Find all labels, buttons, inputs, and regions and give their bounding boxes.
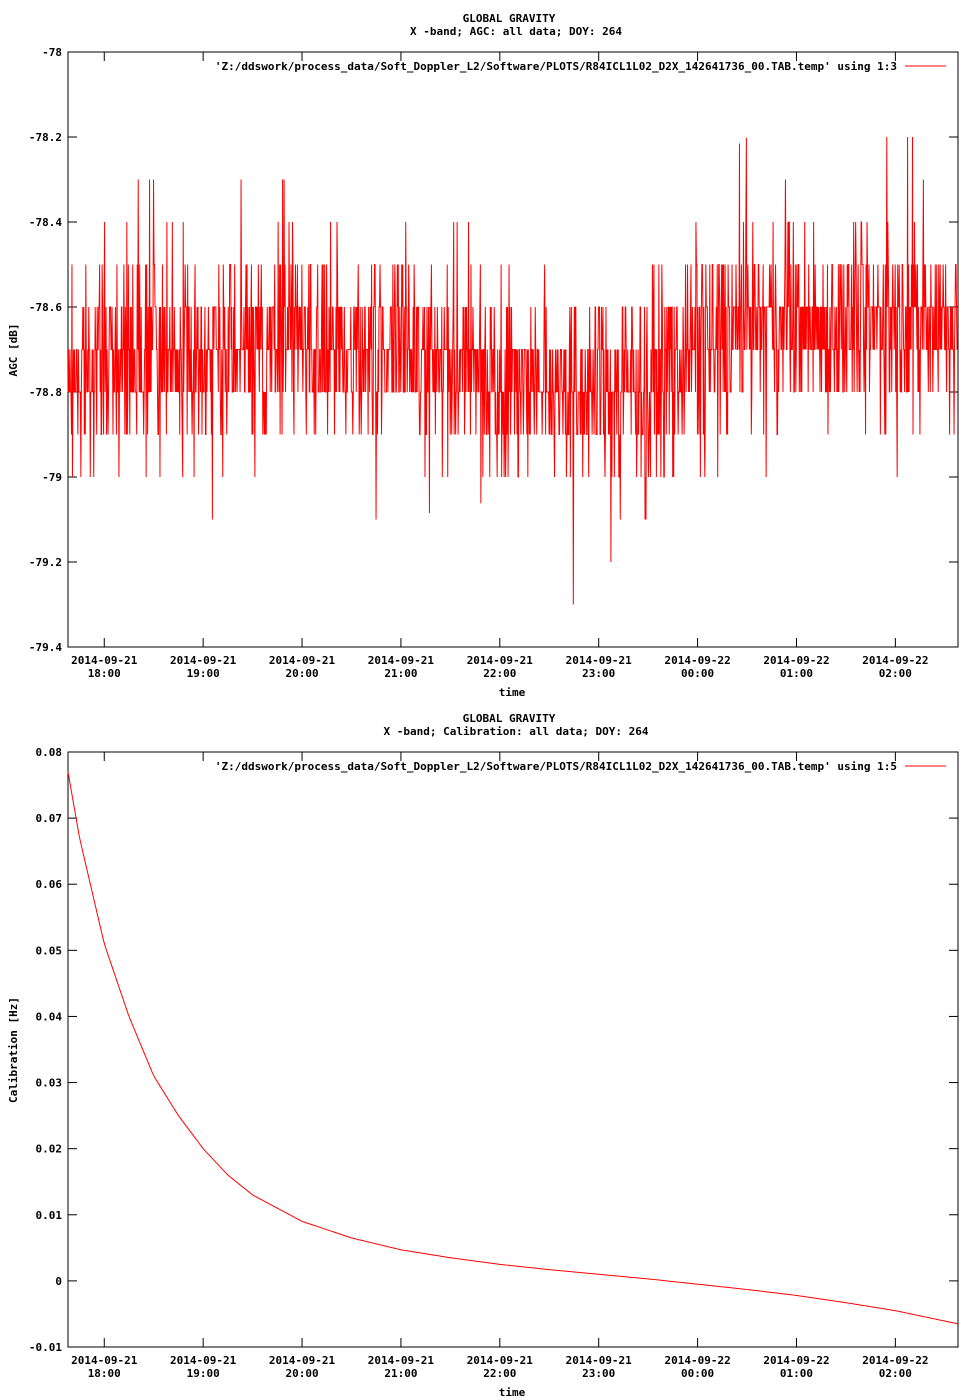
legend-label: 'Z:/ddswork/process_data/Soft_Doppler_L2… bbox=[215, 60, 897, 73]
x-ticks: 2014-09-2118:002014-09-2119:002014-09-21… bbox=[71, 752, 928, 1380]
x-tick-label-time: 02:00 bbox=[879, 667, 912, 680]
y-tick-label: 0 bbox=[55, 1275, 62, 1288]
y-ticks: -78 -78.2 -78.4 -78.6 -78.8 -79 -79.2 -79.4 bbox=[29, 46, 958, 654]
y-axis-label: Calibration [Hz] bbox=[7, 997, 20, 1103]
y-tick-label: -79.2 bbox=[29, 556, 62, 569]
x-tick-label-time: 21:00 bbox=[384, 1367, 417, 1380]
x-tick-label-date: 2014-09-21 bbox=[170, 654, 237, 667]
x-tick-label-date: 2014-09-22 bbox=[664, 1354, 730, 1367]
x-tick-label-time: 23:00 bbox=[582, 667, 615, 680]
chart-calibration: GLOBAL GRAVITY X -band; Calibration: all… bbox=[7, 712, 959, 1399]
x-tick-label-time: 20:00 bbox=[285, 1367, 318, 1380]
x-tick-label-time: 18:00 bbox=[88, 1367, 121, 1380]
x-tick-label-time: 19:00 bbox=[187, 1367, 220, 1380]
y-tick-label: 0.01 bbox=[36, 1209, 63, 1222]
y-tick-label: 0.06 bbox=[36, 878, 63, 891]
y-tick-label: -79 bbox=[42, 471, 62, 484]
x-tick-label-date: 2014-09-21 bbox=[71, 654, 138, 667]
y-tick-label: -78.2 bbox=[29, 131, 62, 144]
x-tick-label-time: 19:00 bbox=[187, 667, 220, 680]
x-tick-label-date: 2014-09-22 bbox=[664, 654, 730, 667]
x-tick-label-date: 2014-09-21 bbox=[368, 654, 435, 667]
x-tick-label-date: 2014-09-22 bbox=[763, 1354, 829, 1367]
x-tick-label-date: 2014-09-21 bbox=[566, 1354, 633, 1367]
chart-subtitle: X -band; Calibration: all data; DOY: 264 bbox=[384, 725, 649, 738]
x-tick-label-time: 21:00 bbox=[384, 667, 417, 680]
y-tick-label: 0.02 bbox=[36, 1143, 63, 1156]
x-tick-label-date: 2014-09-22 bbox=[862, 654, 928, 667]
x-tick-label-date: 2014-09-21 bbox=[269, 654, 336, 667]
legend: 'Z:/ddswork/process_data/Soft_Doppler_L2… bbox=[215, 60, 946, 73]
x-tick-label-time: 22:00 bbox=[483, 667, 516, 680]
chart-agc: GLOBAL GRAVITY X -band; AGC: all data; D… bbox=[7, 12, 959, 699]
x-tick-label-time: 02:00 bbox=[879, 1367, 912, 1380]
x-tick-label-time: 20:00 bbox=[285, 667, 318, 680]
y-tick-label: -79.4 bbox=[29, 641, 62, 654]
x-tick-label-time: 01:00 bbox=[780, 1367, 813, 1380]
series-line bbox=[67, 136, 958, 605]
y-tick-label: -78.8 bbox=[29, 386, 62, 399]
x-tick-label-time: 00:00 bbox=[681, 667, 714, 680]
y-tick-label: -0.01 bbox=[29, 1341, 62, 1354]
x-tick-label-date: 2014-09-21 bbox=[170, 1354, 237, 1367]
x-axis-label: time bbox=[499, 1386, 526, 1399]
y-tick-label: -78.6 bbox=[29, 301, 62, 314]
x-ticks: 2014-09-2118:002014-09-2119:002014-09-21… bbox=[71, 52, 928, 680]
x-tick-label-date: 2014-09-21 bbox=[566, 654, 633, 667]
y-tick-label: 0.04 bbox=[36, 1010, 63, 1023]
x-tick-label-date: 2014-09-22 bbox=[862, 1354, 928, 1367]
legend: 'Z:/ddswork/process_data/Soft_Doppler_L2… bbox=[215, 760, 946, 773]
x-tick-label-time: 23:00 bbox=[582, 1367, 615, 1380]
series-line bbox=[67, 771, 959, 1325]
y-tick-label: -78 bbox=[42, 46, 62, 59]
x-axis-label: time bbox=[499, 686, 526, 699]
x-tick-label-date: 2014-09-21 bbox=[269, 1354, 336, 1367]
chart-subtitle: X -band; AGC: all data; DOY: 264 bbox=[410, 25, 622, 38]
x-tick-label-time: 22:00 bbox=[483, 1367, 516, 1380]
chart-title: GLOBAL GRAVITY bbox=[463, 12, 556, 25]
plot-area-frame bbox=[67, 751, 959, 1348]
y-axis-label: AGC [dB] bbox=[7, 324, 20, 377]
x-tick-label-date: 2014-09-21 bbox=[467, 1354, 534, 1367]
legend-label: 'Z:/ddswork/process_data/Soft_Doppler_L2… bbox=[215, 760, 897, 773]
y-tick-label: 0.05 bbox=[36, 944, 63, 957]
y-ticks: 0.08 0.07 0.06 0.05 0.04 0.03 0.02 0.01 0 -0.01 bbox=[29, 746, 958, 1354]
x-tick-label-date: 2014-09-21 bbox=[368, 1354, 435, 1367]
x-tick-label-date: 2014-09-21 bbox=[71, 1354, 138, 1367]
series-lines bbox=[67, 136, 958, 605]
y-tick-label: 0.08 bbox=[36, 746, 63, 759]
series-lines bbox=[67, 771, 959, 1325]
y-tick-label: 0.07 bbox=[36, 812, 63, 825]
x-tick-label-date: 2014-09-22 bbox=[763, 654, 829, 667]
x-tick-label-time: 01:00 bbox=[780, 667, 813, 680]
chart-title: GLOBAL GRAVITY bbox=[463, 712, 556, 725]
y-tick-label: 0.03 bbox=[36, 1077, 63, 1090]
x-tick-label-date: 2014-09-21 bbox=[467, 654, 534, 667]
y-tick-label: -78.4 bbox=[29, 216, 62, 229]
x-tick-label-time: 00:00 bbox=[681, 1367, 714, 1380]
x-tick-label-time: 18:00 bbox=[88, 667, 121, 680]
